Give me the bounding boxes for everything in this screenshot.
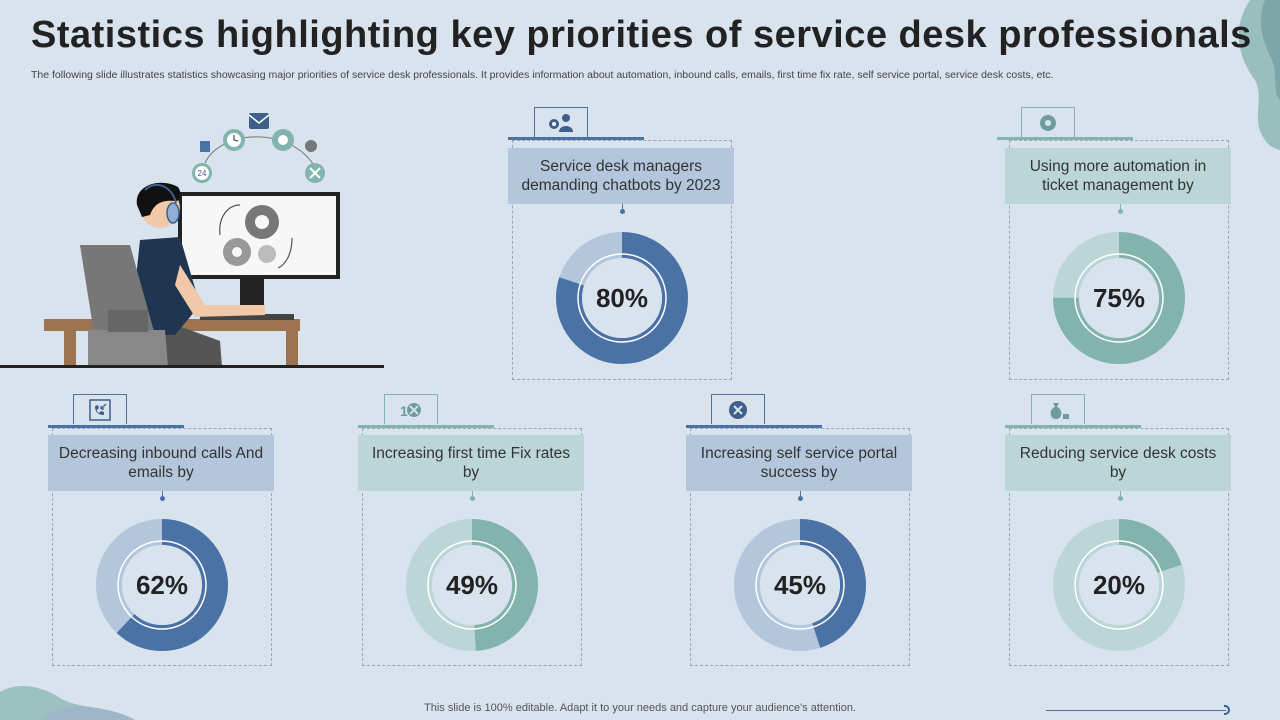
card-5-label: Increasing self service portal success b… xyxy=(686,435,912,491)
donut-hole xyxy=(432,545,512,625)
donut-hole xyxy=(760,545,840,625)
donut-value-arc xyxy=(406,519,538,651)
card-2-connector xyxy=(1120,204,1121,212)
card-3-dot xyxy=(160,496,165,501)
card-3-icon-box xyxy=(73,394,127,424)
card-1 xyxy=(512,140,732,380)
donut-hole xyxy=(582,258,662,338)
clock-icon xyxy=(223,129,245,151)
card-2-icon-box xyxy=(1021,107,1075,137)
donut-value-arc xyxy=(734,519,866,651)
24-hours-label: 24 xyxy=(198,169,207,178)
next-arrow-icon[interactable] xyxy=(1224,705,1230,715)
card-4-icon-box: 1 xyxy=(384,394,438,424)
fix-tools-icon: 1 xyxy=(400,402,421,419)
document-icon xyxy=(200,141,210,152)
card-4 xyxy=(362,428,582,666)
settings-icon xyxy=(272,129,294,151)
card-1-donut xyxy=(556,232,688,364)
phone-icon xyxy=(305,140,317,152)
card-3-tab xyxy=(48,425,184,428)
card-2-label: Using more automation in ticket manageme… xyxy=(1005,148,1231,204)
card-6-dot xyxy=(1118,496,1123,501)
card-1-connector xyxy=(622,204,623,212)
card-4-donut xyxy=(406,519,538,651)
card-6-tab xyxy=(1005,425,1141,428)
automation-gear-icon xyxy=(1040,114,1056,131)
self-service-icon xyxy=(729,400,747,419)
card-2 xyxy=(1009,140,1229,380)
card-4-label: Increasing first time Fix rates by xyxy=(358,435,584,491)
svg-text:1: 1 xyxy=(400,403,408,419)
manager-gear-icon xyxy=(549,113,573,132)
card-6-label: Reducing service desk costs by xyxy=(1005,435,1231,491)
card-5-dot xyxy=(798,496,803,501)
donut-inner-ring xyxy=(755,540,845,630)
card-4-connector xyxy=(472,491,473,499)
tools-icon xyxy=(305,163,325,183)
page-title: Statistics highlighting key priorities o… xyxy=(31,14,1252,56)
card-3-donut xyxy=(96,519,228,651)
card-2-tab xyxy=(997,137,1133,140)
card-5-icon-box xyxy=(711,394,765,424)
card-1-dot xyxy=(620,209,625,214)
card-6 xyxy=(1009,428,1229,666)
card-4-tab xyxy=(358,425,494,428)
donut-hole xyxy=(1079,258,1159,338)
incoming-call-icon xyxy=(89,398,111,421)
card-5 xyxy=(690,428,910,666)
footer-note: This slide is 100% editable. Adapt it to… xyxy=(424,702,856,714)
card-5-tab xyxy=(686,425,822,428)
bottom-left-decoration xyxy=(0,685,135,720)
bottom-divider-line xyxy=(1046,710,1226,711)
donut-value-arc xyxy=(556,232,688,364)
donut-inner-ring xyxy=(577,253,667,343)
card-4-dot xyxy=(470,496,475,501)
donut-value-arc xyxy=(96,519,228,651)
donut-value-arc xyxy=(1053,232,1185,364)
card-6-value: 20% xyxy=(1092,570,1146,600)
card-1-tab xyxy=(508,137,644,140)
service-desk-illustration: 24 xyxy=(0,113,384,368)
donut-inner-ring xyxy=(117,540,207,630)
card-5-connector xyxy=(800,491,801,499)
card-1-value: 80% xyxy=(595,283,649,313)
donut-inner-ring xyxy=(1074,540,1164,630)
card-3-label: Decreasing inbound calls And emails by xyxy=(48,435,274,491)
envelope-icon xyxy=(248,113,270,129)
card-1-icon-box xyxy=(534,107,588,137)
card-6-donut xyxy=(1053,519,1185,651)
donut-value-arc xyxy=(1053,519,1185,651)
card-4-value: 49% xyxy=(445,570,499,600)
card-5-donut xyxy=(734,519,866,651)
card-6-icon-box xyxy=(1031,394,1085,424)
card-3-connector xyxy=(162,491,163,499)
card-3 xyxy=(52,428,272,666)
money-bag-icon xyxy=(1050,402,1069,419)
card-1-label: Service desk managers demanding chatbots… xyxy=(508,148,734,204)
card-6-connector xyxy=(1120,491,1121,499)
donut-hole xyxy=(122,545,202,625)
card-5-value: 45% xyxy=(773,570,827,600)
card-3-value: 62% xyxy=(135,570,189,600)
donut-hole xyxy=(1079,545,1159,625)
card-2-dot xyxy=(1118,209,1123,214)
donut-inner-ring xyxy=(1074,253,1164,343)
page-subtitle: The following slide illustrates statisti… xyxy=(31,69,1054,81)
top-right-decoration xyxy=(1238,0,1280,150)
card-2-donut xyxy=(1053,232,1185,364)
24-hours-icon: 24 xyxy=(192,163,212,183)
gears-graphic xyxy=(219,204,293,269)
card-2-value: 75% xyxy=(1092,283,1146,313)
donut-inner-ring xyxy=(427,540,517,630)
